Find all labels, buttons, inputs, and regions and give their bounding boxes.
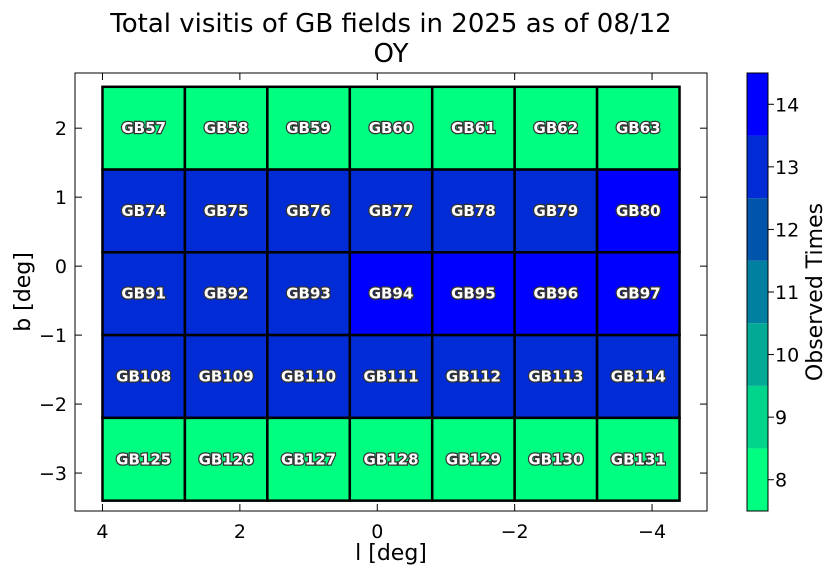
colorbar-bin <box>747 448 768 511</box>
colorbar-bin <box>747 135 768 199</box>
y-tick-label: −1 <box>39 325 67 347</box>
heatmap-cell <box>101 333 187 420</box>
colorbar-tick-label: 10 <box>775 345 799 367</box>
colorbar-tick-label: 13 <box>775 157 799 179</box>
y-tick-label: 0 <box>55 256 67 278</box>
x-axis-label: l [deg] <box>355 541 427 566</box>
colorbar-tick-label: 9 <box>775 407 787 429</box>
heatmap-cell <box>513 85 599 171</box>
colorbar-tick-label: 8 <box>775 470 787 492</box>
x-tick-label: −2 <box>501 521 529 543</box>
colorbar <box>747 73 768 511</box>
colorbar-tick-label: 14 <box>775 94 799 116</box>
heatmap-cell <box>513 416 599 502</box>
field-label: GB91 <box>121 285 166 303</box>
heatmap-cell <box>183 85 269 171</box>
y-axis-ticks: 2 1 0 −1 −2 −3 <box>39 118 707 485</box>
field-label: GB128 <box>363 450 418 468</box>
heatmap-cell <box>266 168 352 254</box>
x-tick-label: 0 <box>371 521 383 543</box>
field-label: GB80 <box>616 202 661 220</box>
heatmap-cell <box>430 168 516 254</box>
x-tick-label: −4 <box>638 521 666 543</box>
colorbar-bin <box>747 73 768 136</box>
field-label: GB112 <box>446 367 501 385</box>
field-label: GB125 <box>116 450 171 468</box>
cell-labels: GB57 GB58 GB59 GB60 GB61 GB62 GB63 GB74 GB75 GB76… <box>115 118 667 470</box>
x-axis-ticks: 4 2 0 −2 −4 <box>96 73 666 543</box>
field-label: GB92 <box>204 285 249 303</box>
field-label: GB96 <box>534 285 579 303</box>
field-label: GB97 <box>616 285 661 303</box>
heatmap-cell <box>595 168 681 254</box>
x-tick-label: 2 <box>234 521 246 543</box>
colorbar-label: Observed Times <box>803 203 828 381</box>
heatmap-cell <box>183 333 269 420</box>
x-tick-label: 4 <box>96 521 108 543</box>
colorbar-tick-label: 12 <box>775 219 799 241</box>
field-label: GB131 <box>611 450 666 468</box>
plot-frame <box>74 72 708 512</box>
field-label: GB127 <box>281 450 336 468</box>
chart-title: Total visitis of GB fields in 2025 as of… <box>109 9 671 39</box>
colorbar-bin <box>747 323 768 386</box>
field-label: GB79 <box>534 202 579 220</box>
colorbar-bin <box>747 198 768 261</box>
field-label: GB60 <box>369 119 414 137</box>
colorbar-ticks: 8 9 10 11 12 13 14 <box>768 94 799 492</box>
heatmap-cell <box>595 416 681 502</box>
field-label: GB114 <box>611 367 666 385</box>
field-label: GB61 <box>451 119 496 137</box>
chart-subtitle: OY <box>374 39 409 69</box>
field-label: GB111 <box>363 367 418 385</box>
field-label: GB95 <box>451 285 496 303</box>
heatmap-cell <box>266 251 352 337</box>
y-tick-label: −2 <box>39 394 67 416</box>
field-label: GB74 <box>121 202 166 220</box>
heatmap-cell <box>595 251 681 337</box>
field-label: GB63 <box>616 119 661 137</box>
field-label: GB94 <box>369 285 414 303</box>
colorbar-bin <box>747 260 768 324</box>
field-label: GB59 <box>286 119 331 137</box>
field-label: GB76 <box>286 202 331 220</box>
heatmap-cell <box>101 85 187 171</box>
y-tick-label: −3 <box>39 463 67 485</box>
field-label: GB129 <box>446 450 501 468</box>
colorbar-tick-label: 11 <box>775 282 799 304</box>
field-label: GB113 <box>528 367 583 385</box>
heatmap-cell <box>430 251 516 337</box>
field-label: GB57 <box>121 119 166 137</box>
heatmap-cell <box>266 416 352 502</box>
heatmap-cell <box>513 333 599 420</box>
field-label: GB58 <box>204 119 249 137</box>
field-label: GB93 <box>286 285 331 303</box>
field-label: GB109 <box>199 367 254 385</box>
heatmap-cell <box>101 168 187 254</box>
field-label: GB126 <box>199 450 254 468</box>
heatmap-cells <box>101 85 681 502</box>
field-label: GB78 <box>451 202 496 220</box>
colorbar-bin <box>747 385 768 449</box>
field-label: GB75 <box>204 202 249 220</box>
colorbar-frame <box>746 72 769 512</box>
heatmap-cell <box>513 251 599 337</box>
field-label: GB108 <box>116 367 171 385</box>
heatmap-cell <box>101 416 187 502</box>
y-tick-label: 2 <box>55 118 67 140</box>
heatmap-cell <box>183 251 269 337</box>
field-label: GB110 <box>281 367 336 385</box>
y-axis-label: b [deg] <box>11 252 36 332</box>
field-label: GB62 <box>534 119 579 137</box>
field-label: GB130 <box>528 450 583 468</box>
field-label: GB77 <box>369 202 414 220</box>
y-tick-label: 1 <box>55 187 67 209</box>
